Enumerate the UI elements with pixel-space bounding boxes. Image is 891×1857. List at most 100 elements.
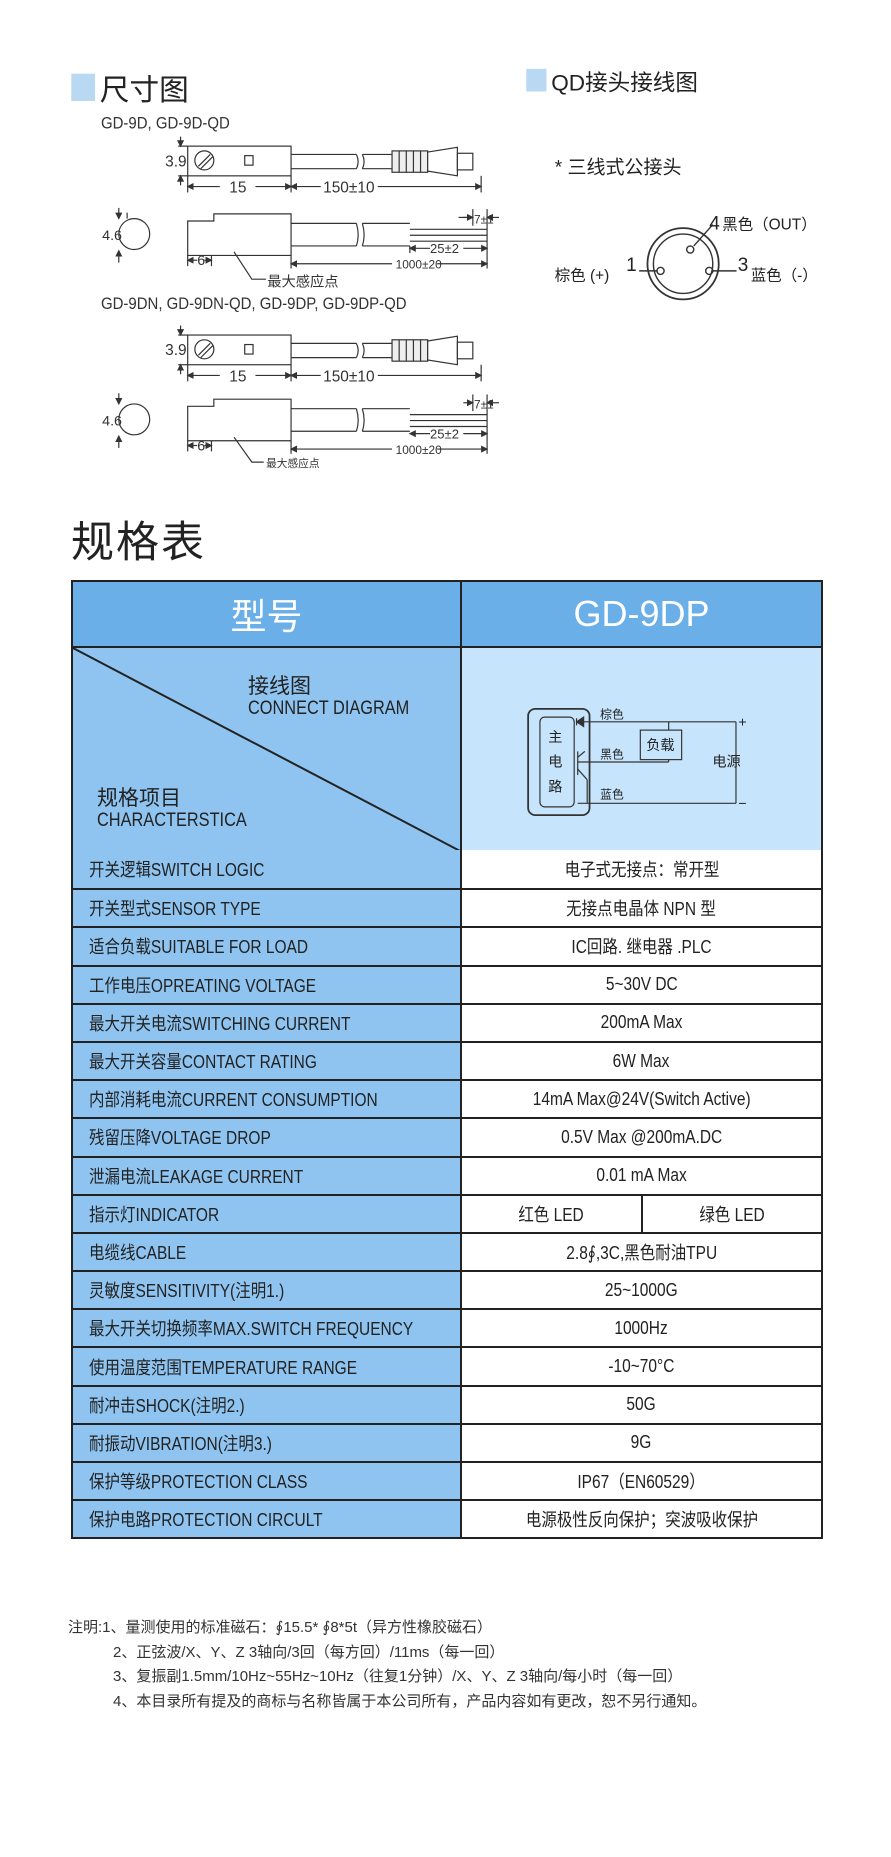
spec-row: 最大开关容量CONTACT RATING 6W Max bbox=[73, 1040, 821, 1080]
spec-value-cell: 电子式无接点：常开型 bbox=[462, 850, 821, 889]
spec-value-cell: 14mA Max@24V(Switch Active) bbox=[462, 1081, 821, 1118]
spec-label: 最大开关容量CONTACT RATING bbox=[89, 1052, 317, 1073]
spec-value: 14mA Max@24V(Switch Active) bbox=[532, 1088, 751, 1109]
dim-sense-pos: 6 bbox=[197, 253, 205, 269]
characteristics-label-cn: 规格项目 bbox=[97, 787, 181, 810]
dim-wire-strip: 7±1 bbox=[474, 398, 494, 412]
dim-wire-strip: 7±1 bbox=[474, 212, 494, 226]
pin3-label: 蓝色（-） bbox=[751, 266, 818, 284]
spec-label-cell: 泄漏电流LEAKAGE CURRENT bbox=[73, 1157, 462, 1194]
spec-value-cell: 6W Max bbox=[462, 1042, 821, 1080]
spec-label-cell: 电缆线CABLE bbox=[73, 1233, 462, 1271]
spec-row: 灵敏度SENSITIVITY(注明1.) 25~1000G bbox=[73, 1270, 821, 1309]
model-header-label: 型号 bbox=[73, 582, 462, 646]
spec-label: 灵敏度SENSITIVITY(注明1.) bbox=[89, 1281, 285, 1302]
section-marker bbox=[71, 73, 96, 101]
spec-label-cell: 残留压降VOLTAGE DROP bbox=[73, 1119, 462, 1156]
spec-label: 残留压降VOLTAGE DROP bbox=[89, 1128, 271, 1149]
spec-value-part: 红色 LED bbox=[462, 1196, 641, 1232]
dimensions-title: 尺寸图 bbox=[100, 74, 189, 107]
section-marker bbox=[526, 68, 547, 92]
spec-row: 指示灯INDICATOR 红色 LED 绿色 LED bbox=[73, 1193, 822, 1232]
pin4-number: 4 bbox=[709, 213, 720, 234]
spec-row: 耐冲击SHOCK(注明2.) 50G bbox=[73, 1384, 821, 1423]
main-circuit-label: 电 bbox=[548, 755, 562, 771]
spec-label: 耐振动VIBRATION(注明3.) bbox=[89, 1433, 272, 1454]
spec-value-cell: 5~30V DC bbox=[462, 966, 821, 1003]
model-group-2: GD-9DN, GD-9DN-QD, GD-9DP, GD-9DP-QD bbox=[101, 295, 407, 313]
pin4-label: 黑色（OUT） bbox=[722, 215, 816, 233]
spec-value-cell: 0.01 mA Max bbox=[462, 1157, 821, 1194]
spec-table: 型号 GD-9DP 接线图 CONNECT DIAGRAM 规格项目 CHARA… bbox=[71, 580, 823, 1540]
spec-label: 开关型式SENSOR TYPE bbox=[89, 899, 261, 920]
main-circuit-label: 主 bbox=[548, 730, 562, 746]
spec-value-cell: 电源极性反向保护；突波吸收保护 bbox=[462, 1501, 821, 1538]
qd-wiring-subtitle: * 三线式公接头 bbox=[555, 156, 682, 178]
spec-value: 25~1000G bbox=[605, 1279, 678, 1300]
spec-value-cell: IP67（EN60529） bbox=[462, 1463, 821, 1500]
drawing-side-view-1 bbox=[115, 207, 499, 280]
power-label: 电源 bbox=[712, 755, 740, 771]
spec-label: 保护电路PROTECTION CIRCULT bbox=[89, 1510, 323, 1531]
spec-row: 电缆线CABLE 2.8∮,3C,黑色耐油TPU bbox=[73, 1231, 821, 1271]
spec-value-cell: 无接点电晶体 NPN 型 bbox=[462, 890, 821, 927]
spec-value-cell: 1000Hz bbox=[462, 1310, 821, 1347]
drawing-top-view-2 bbox=[177, 325, 483, 382]
spec-label: 泄漏电流LEAKAGE CURRENT bbox=[89, 1166, 304, 1187]
dim-sense-pos: 6 bbox=[197, 438, 205, 454]
characteristics-label-en: CHARACTERSTICA bbox=[97, 810, 247, 831]
spec-table-title: 规格表 bbox=[71, 519, 206, 567]
spec-value: 9G bbox=[631, 1432, 652, 1453]
spec-label-cell: 工作电压OPREATING VOLTAGE bbox=[73, 966, 462, 1003]
qd-wiring-title: QD接头接线图 bbox=[551, 70, 698, 95]
spec-row: 保护电路PROTECTION CIRCULT 电源极性反向保护；突波吸收保护 bbox=[73, 1499, 821, 1538]
spec-value: 绿色 LED bbox=[699, 1204, 765, 1225]
sense-point-label: 最大感应点 bbox=[267, 272, 338, 290]
spec-label-cell: 灵敏度SENSITIVITY(注明1.) bbox=[73, 1272, 462, 1309]
diagonal-header-cell: 接线图 CONNECT DIAGRAM 规格项目 CHARACTERSTICA bbox=[73, 648, 462, 850]
spec-label: 电缆线CABLE bbox=[89, 1242, 187, 1263]
spec-row: 耐振动VIBRATION(注明3.) 9G bbox=[73, 1422, 821, 1461]
spec-value-cell: IC回路. 继电器 .PLC bbox=[462, 928, 821, 965]
spec-value-cell: 红色 LED 绿色 LED bbox=[462, 1195, 822, 1232]
spec-row: 最大开关切换频率MAX.SWITCH FREQUENCY 1000Hz bbox=[73, 1308, 821, 1347]
spec-label: 内部消耗电流CURRENT CONSUMPTION bbox=[89, 1090, 378, 1111]
spec-value-part: 绿色 LED bbox=[640, 1195, 822, 1232]
wire-brown-label: 棕色 bbox=[600, 707, 624, 721]
spec-label-cell: 耐振动VIBRATION(注明3.) bbox=[73, 1424, 462, 1461]
spec-label-cell: 指示灯INDICATOR bbox=[73, 1195, 462, 1232]
spec-label: 最大开关电流SWITCHING CURRENT bbox=[89, 1013, 351, 1034]
spec-label-cell: 使用温度范围TEMPERATURE RANGE bbox=[73, 1348, 462, 1385]
spec-label: 保护等级PROTECTION CLASS bbox=[89, 1472, 308, 1493]
sense-point-label: 最大感应点 bbox=[266, 457, 320, 470]
pin1-label: 棕色 (+) bbox=[555, 266, 609, 284]
spec-value: 无接点电晶体 NPN 型 bbox=[566, 899, 717, 920]
pnp-circuit-diagram: 主 电 路 棕色 黑色 蓝色 负载 电源 + − bbox=[527, 707, 747, 817]
notes: 注明:1、量测使用的标准磁石：∮15.5* ∮8*5t（异方性橡胶磁石） 2、正… bbox=[68, 1616, 706, 1714]
dim-cable-long: 1000±20 bbox=[396, 443, 442, 457]
note-1: 注明:1、量测使用的标准磁石：∮15.5* ∮8*5t（异方性橡胶磁石） bbox=[68, 1619, 493, 1636]
spec-label: 适合负载SUITABLE FOR LOAD bbox=[89, 937, 309, 958]
dim-cable-short: 150±10 bbox=[323, 179, 374, 196]
main-circuit-label: 路 bbox=[548, 780, 562, 796]
minus-sign: − bbox=[738, 796, 746, 812]
spec-row: 内部消耗电流CURRENT CONSUMPTION 14mA Max@24V(Sw… bbox=[73, 1079, 821, 1118]
plus-sign: + bbox=[738, 715, 746, 731]
spec-value-cell: 25~1000G bbox=[462, 1272, 821, 1309]
spec-value: 电子式无接点：常开型 bbox=[564, 860, 719, 881]
spec-label: 指示灯INDICATOR bbox=[89, 1204, 220, 1225]
drawing-top-view-1 bbox=[177, 136, 483, 193]
note-2: 2、正弦波/X、Y、Z 3轴向/3回（每方回）/11ms（每一回） bbox=[113, 1643, 505, 1661]
dim-wire-length: 25±2 bbox=[430, 241, 459, 256]
table-header-row: 型号 GD-9DP bbox=[73, 582, 821, 646]
spec-row: 使用温度范围TEMPERATURE RANGE -10~70°C bbox=[73, 1346, 821, 1385]
dim-cable-short: 150±10 bbox=[323, 368, 374, 385]
wire-black-label: 黑色 bbox=[600, 747, 624, 761]
note-4: 4、本目录所有提及的商标与名称皆属于本公司所有，产品内容如有更改，恕不另行通知。 bbox=[113, 1692, 707, 1710]
dim-height-top: 3.9 bbox=[165, 342, 186, 359]
spec-value: 6W Max bbox=[613, 1050, 670, 1071]
dim-body-length: 15 bbox=[229, 179, 246, 196]
dim-height-side: 4.6 bbox=[102, 413, 122, 429]
connect-diagram-cell: 主 电 路 棕色 黑色 蓝色 负载 电源 + − bbox=[462, 648, 821, 850]
pin1-number: 1 bbox=[626, 255, 637, 276]
